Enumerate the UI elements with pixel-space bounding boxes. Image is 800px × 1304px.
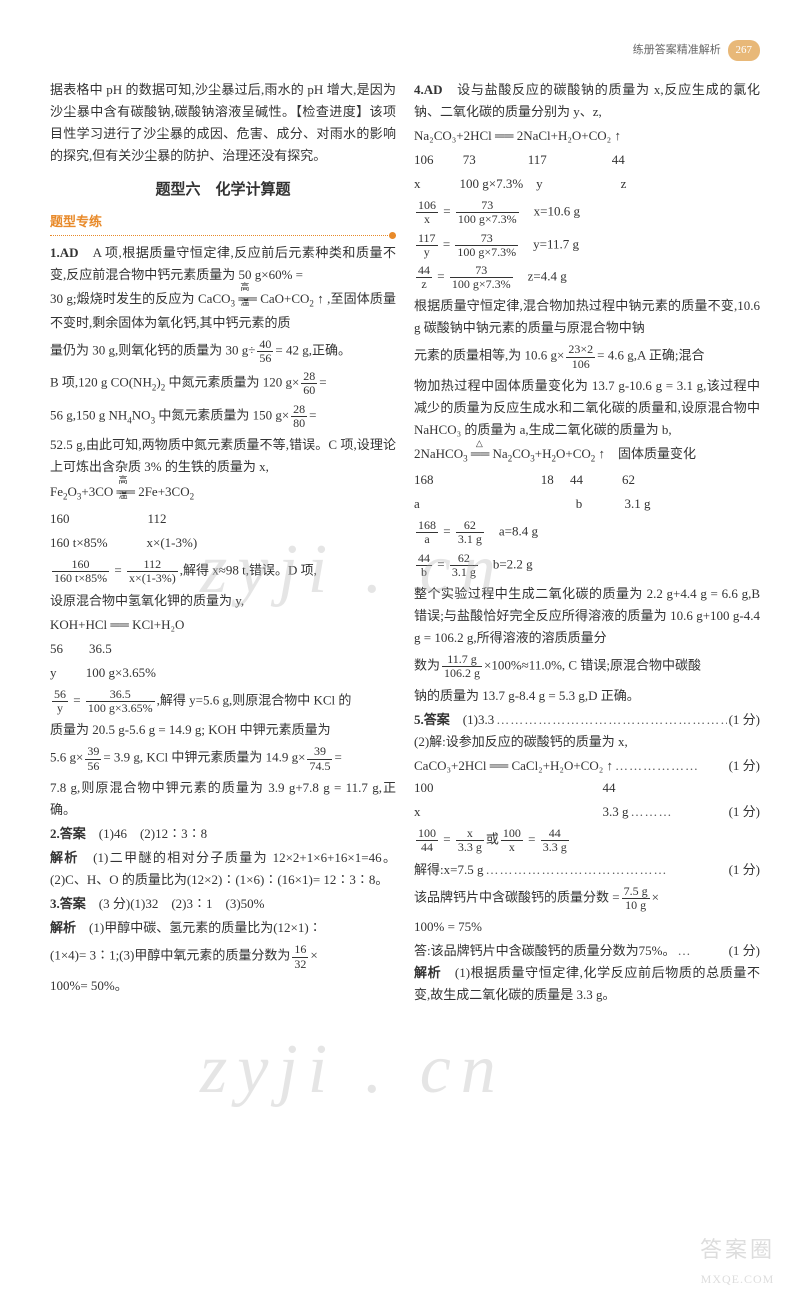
practice-label: 题型专练 bbox=[50, 211, 102, 233]
q5-l3: CaCO₃+2HCl ══ CaCl₂+H₂O+CO₂ ↑………………(1 分) bbox=[414, 755, 760, 777]
q5-l9: 100% = 75% bbox=[414, 916, 760, 938]
q4: 4.AD 设与盐酸反应的碳酸钠的质量为 x,反应生成的氯化钠、二氧化碳的质量分别… bbox=[414, 79, 760, 123]
q1-deq1: KOH+HCl ══ KCl+H₂O bbox=[50, 614, 396, 636]
q1-mass: 量仍为 30 g,则氧化钙的质量为 30 g÷4056= 42 g,正确。 bbox=[50, 337, 396, 366]
page-header: 练册答案精准解析 267 bbox=[50, 40, 760, 61]
section-divider bbox=[50, 235, 396, 236]
watermark-2: zyji . cn bbox=[200, 1010, 506, 1129]
q4-row2: x 100 g×7.3% y z bbox=[414, 173, 760, 195]
q3-exp1: 解析 (1)甲醇中碳、氢元素的质量比为(12×1)∶ bbox=[50, 917, 396, 939]
q4-p3: 物加热过程中固体质量变化为 13.7 g-10.6 g = 3.1 g,该过程中… bbox=[414, 375, 760, 441]
page-number: 267 bbox=[728, 40, 761, 61]
intro-paragraph: 据表格中 pH 的数据可知,沙尘暴过后,雨水的 pH 增大,是因为沙尘暴中含有碳… bbox=[50, 79, 396, 167]
q4-row1: 106 73 117 44 bbox=[414, 149, 760, 171]
q1-b1: B 项,120 g CO(NH2)2 中氮元素质量为 120 g×2860= bbox=[50, 369, 396, 398]
right-column: 4.AD 设与盐酸反应的碳酸钠的质量为 x,反应生成的氯化钠、二氧化碳的质量分别… bbox=[414, 79, 760, 1009]
q4-eq2b: 168 18 44 62 bbox=[414, 469, 760, 491]
q2: 2.答案 (1)46 (2)12∶3∶8 bbox=[50, 823, 396, 845]
q1-dfrac: 56y = 36.5100 g×3.65%,解得 y=5.6 g,则原混合物中 … bbox=[50, 687, 396, 716]
q5-exp: 解析 (1)根据质量守恒定律,化学反应前后物质的总质量不变,故生成二氧化碳的质量… bbox=[414, 962, 760, 1006]
q5-l5: x 3.3 g………(1 分) bbox=[414, 801, 760, 823]
q5-l6: 10044 = x3.3 g或100x = 443.3 g bbox=[414, 826, 760, 855]
q1-b2: 56 g,150 g NH4NO3 中氮元素质量为 150 g×2880= bbox=[50, 402, 396, 431]
q1-d1: 设原混合物中氢氧化钾的质量为 y, bbox=[50, 590, 396, 612]
header-label: 练册答案精准解析 bbox=[633, 44, 721, 56]
q4-p4: 整个实验过程中生成二氧化碳的质量为 2.2 g+4.4 g = 6.6 g,B … bbox=[414, 583, 760, 649]
q4-eq2a: 2NaHCO3 ══△ Na2CO3+H2O+CO2 ↑ 固体质量变化 bbox=[414, 443, 760, 467]
q4-f2: 117y = 73100 g×7.3% y=11.7 g bbox=[414, 231, 760, 260]
q1-text: 1.AD A 项,根据质量守恒定律,反应前后元素种类和质量不变,反应前混合物中钙… bbox=[50, 242, 396, 286]
q4-f3: 44z = 73100 g×7.3% z=4.4 g bbox=[414, 263, 760, 292]
q4-p2: 元素的质量相等,为 10.6 g×23×2106= 4.6 g,A 正确;混合 bbox=[414, 342, 760, 371]
q1-line: 30 g;煅烧时发生的反应为 CaCO3 ══高温 CaO+CO2 ↑ ,至固体… bbox=[50, 288, 396, 334]
q2-exp: 解析 (1)二甲醚的相对分子质量为 12×2+1×6+16×1=46。(2)C、… bbox=[50, 847, 396, 891]
q4-f5: 44b = 623.1 g b=2.2 g bbox=[414, 551, 760, 580]
q4-p1: 根据质量守恒定律,混合物加热过程中钠元素的质量不变,10.6 g 碳酸钠中钠元素… bbox=[414, 295, 760, 339]
q3: 3.答案 (3 分)(1)32 (2)3∶1 (3)50% bbox=[50, 893, 396, 915]
q4-f4: 168a = 623.1 g a=8.4 g bbox=[414, 518, 760, 547]
q5-l2: (2)解:设参加反应的碳酸钙的质量为 x, bbox=[414, 731, 760, 753]
q1-d6: 7.8 g,则原混合物中钾元素的质量为 3.9 g+7.8 g = 11.7 g… bbox=[50, 777, 396, 821]
footer-logo: 答案圈 MXQE.COM bbox=[700, 1231, 775, 1289]
footer-en: MXQE.COM bbox=[700, 1269, 775, 1289]
q1-eq3: 160 t×85% x×(1-3%) bbox=[50, 532, 396, 554]
q4-p6: 钠的质量为 13.7 g-8.4 g = 5.3 g,D 正确。 bbox=[414, 685, 760, 707]
q4-f1: 106x = 73100 g×7.3% x=10.6 g bbox=[414, 198, 760, 227]
q5-l8: 该品牌钙片中含碳酸钙的质量分数 =7.5 g10 g× bbox=[414, 884, 760, 913]
q1-deq2: 56 36.5 bbox=[50, 638, 396, 660]
q1-b3: 52.5 g,由此可知,两物质中氮元素质量不等,错误。C 项,设理论上可炼出含杂… bbox=[50, 434, 396, 478]
q1-number: 1.AD bbox=[50, 245, 79, 260]
q4-eq2c: a b 3.1 g bbox=[414, 493, 760, 515]
q5-l10: 答:该品牌钙片中含碳酸钙的质量分数为75%。…(1 分) bbox=[414, 940, 760, 962]
q1-eq2: 160 112 bbox=[50, 508, 396, 530]
q1-d5: 5.6 g×3956= 3.9 g, KCl 中钾元素质量为 14.9 g×39… bbox=[50, 744, 396, 773]
q5-l1: 5.答案 (1)3.3……………………………………………(1 分) bbox=[414, 709, 760, 731]
q5-l7: 解得:x=7.5 g…………………………………(1 分) bbox=[414, 859, 760, 881]
q1-d4: 质量为 20.5 g-5.6 g = 14.9 g; KOH 中钾元素质量为 bbox=[50, 719, 396, 741]
two-column-layout: 据表格中 pH 的数据可知,沙尘暴过后,雨水的 pH 增大,是因为沙尘暴中含有碳… bbox=[50, 79, 760, 1009]
q4-p5: 数为11.7 g106.2 g×100%≈11.0%, C 错误;原混合物中碳酸 bbox=[414, 652, 760, 681]
q1-frac-solve: 160160 t×85% = 112x×(1-3%),解得 x≈98 t,错误。… bbox=[50, 557, 396, 586]
q1-deq3: y 100 g×3.65% bbox=[50, 662, 396, 684]
q4-eq: Na₂CO₃+2HCl ══ 2NaCl+H₂O+CO₂ ↑ bbox=[414, 125, 760, 147]
q3-exp3: 100%= 50%。 bbox=[50, 975, 396, 997]
section-title: 题型六 化学计算题 bbox=[50, 177, 396, 203]
q1-eq1: Fe2O3+3CO ══高温 2Fe+3CO2 bbox=[50, 481, 396, 505]
q3-exp2: (1×4)= 3∶1;(3)甲醇中氧元素的质量分数为1632× bbox=[50, 942, 396, 971]
left-column: 据表格中 pH 的数据可知,沙尘暴过后,雨水的 pH 增大,是因为沙尘暴中含有碳… bbox=[50, 79, 396, 1009]
footer-cn: 答案圈 bbox=[700, 1231, 775, 1268]
q5-l4: 100 44 bbox=[414, 777, 760, 799]
